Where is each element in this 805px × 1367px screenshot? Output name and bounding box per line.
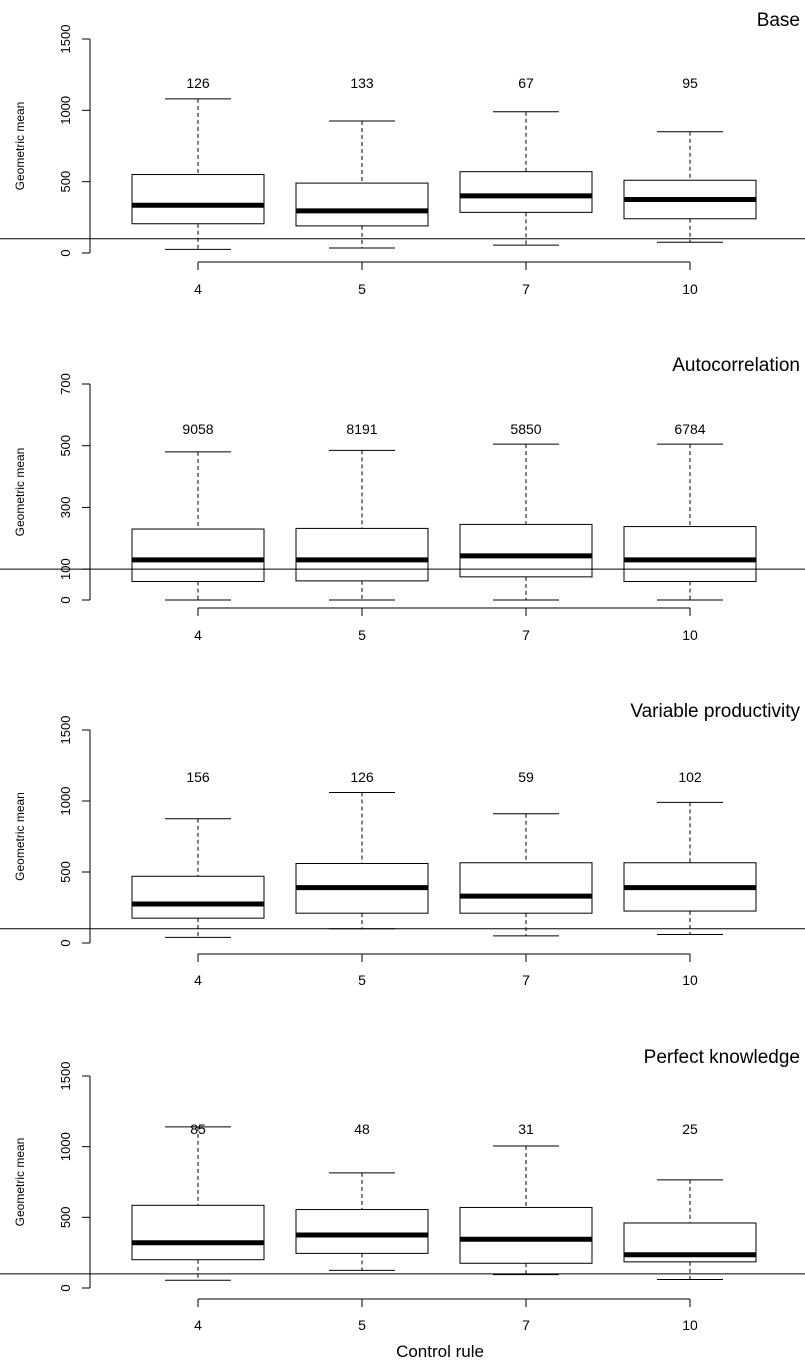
count-label: 25 <box>682 1121 698 1137</box>
x-tick-label: 7 <box>522 972 530 988</box>
panel-title: Base <box>757 10 800 31</box>
box-group <box>459 813 593 937</box>
box-group <box>131 451 265 601</box>
count-label: 156 <box>186 769 210 785</box>
y-tick-label: 1500 <box>58 1062 73 1091</box>
x-tick-label: 7 <box>522 627 530 643</box>
box-group <box>131 1126 265 1281</box>
box-group <box>623 801 757 935</box>
count-label: 59 <box>518 769 534 785</box>
box <box>295 1209 429 1254</box>
box-group <box>131 98 265 250</box>
y-tick-label: 1500 <box>58 716 73 745</box>
box <box>623 526 757 582</box>
y-tick-label: 1000 <box>58 1132 73 1161</box>
count-label: 85 <box>190 1121 206 1137</box>
box-group <box>295 791 429 930</box>
count-label: 31 <box>518 1121 534 1137</box>
x-tick-label: 10 <box>682 281 698 297</box>
y-tick-label: 1000 <box>58 787 73 816</box>
y-axis-label: Geometric mean <box>13 792 27 881</box>
count-label: 48 <box>354 1121 370 1137</box>
box <box>131 174 265 225</box>
box <box>131 528 265 582</box>
box-group <box>623 443 757 601</box>
y-axis-label: Geometric mean <box>13 448 27 537</box>
y-tick-label: 500 <box>58 861 73 883</box>
box-group <box>131 818 265 938</box>
x-tick-label: 7 <box>522 281 530 297</box>
y-tick-label: 500 <box>58 435 73 457</box>
y-tick-label: 700 <box>58 373 73 395</box>
y-axis-label: Geometric mean <box>13 1138 27 1227</box>
y-tick-label: 0 <box>58 249 73 256</box>
count-label: 95 <box>682 75 698 91</box>
x-tick-label: 4 <box>194 627 202 643</box>
y-tick-label: 0 <box>58 596 73 603</box>
x-tick-label: 10 <box>682 972 698 988</box>
y-tick-label: 1000 <box>58 96 73 125</box>
count-label: 67 <box>518 75 534 91</box>
box-group <box>623 1179 757 1281</box>
y-axis-label: Geometric mean <box>13 102 27 191</box>
x-tick-label: 4 <box>194 1317 202 1333</box>
panel-title: Perfect knowledge <box>644 1047 800 1068</box>
x-tick-label: 4 <box>194 281 202 297</box>
box <box>459 523 593 578</box>
panel-autocorrelation: Autocorrelation Geometric mean 010030050… <box>0 355 805 643</box>
box <box>459 1206 593 1264</box>
box-group <box>459 111 593 246</box>
box-group <box>459 1145 593 1276</box>
y-tick-label: 1500 <box>58 25 73 54</box>
x-tick-label: 5 <box>358 972 366 988</box>
panel-title: Autocorrelation <box>672 355 800 376</box>
panel-variable-productivity: Variable productivity Geometric mean 0 50… <box>0 701 805 988</box>
x-axis-label: Control rule <box>396 1342 484 1361</box>
panel-base: Base Geometric mean 0 500 1000 1500 4 126 5 133… <box>0 10 805 297</box>
x-tick-label: 10 <box>682 1317 698 1333</box>
count-label: 8191 <box>346 421 377 437</box>
x-tick-label: 5 <box>358 281 366 297</box>
y-tick-label: 0 <box>58 1284 73 1291</box>
box-group <box>623 131 757 243</box>
count-label: 5850 <box>510 421 541 437</box>
x-tick-label: 5 <box>358 627 366 643</box>
x-tick-label: 5 <box>358 1317 366 1333</box>
x-tick-label: 10 <box>682 627 698 643</box>
x-tick-label: 4 <box>194 972 202 988</box>
box <box>131 875 265 919</box>
y-tick-label: 300 <box>58 497 73 519</box>
panel-title: Variable productivity <box>630 701 800 722</box>
box <box>459 171 593 213</box>
box <box>295 527 429 582</box>
box <box>295 182 429 227</box>
box-group <box>459 443 593 601</box>
count-label: 126 <box>350 769 374 785</box>
x-tick-label: 7 <box>522 1317 530 1333</box>
box-group <box>295 120 429 249</box>
box <box>459 862 593 914</box>
box <box>131 1204 265 1261</box>
y-tick-label: 500 <box>58 1206 73 1228</box>
count-label: 102 <box>678 769 702 785</box>
box-group <box>295 449 429 601</box>
y-tick-label: 0 <box>58 939 73 946</box>
box <box>623 1222 757 1263</box>
count-label: 133 <box>350 75 374 91</box>
count-label: 126 <box>186 75 210 91</box>
count-label: 9058 <box>182 421 213 437</box>
count-label: 6784 <box>674 421 705 437</box>
y-tick-label: 500 <box>58 171 73 193</box>
panel-perfect-knowledge: Perfect knowledge Geometric mean 0 500 100… <box>0 1047 805 1333</box>
box-group <box>295 1172 429 1271</box>
